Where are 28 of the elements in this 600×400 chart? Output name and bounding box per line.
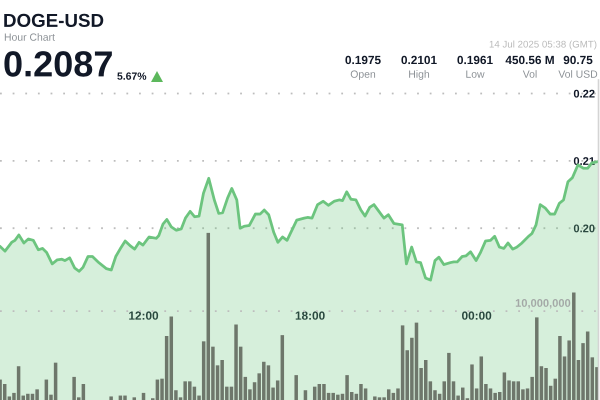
text: Open <box>350 70 376 80</box>
bar <box>304 390 308 400</box>
text: Vol USD <box>558 70 598 78</box>
y-tick-label: 0.20 <box>574 224 595 232</box>
text: 5.67% <box>117 72 146 80</box>
text: 0.1975 <box>345 56 381 64</box>
text: 14 Jul 2025 05:38 (GMT) <box>490 40 596 50</box>
text: 450.56 M <box>506 56 554 64</box>
x-tick-label: 18:00 <box>296 311 325 320</box>
chart-subtitle: Hour Chart <box>4 33 55 41</box>
bar <box>109 396 113 400</box>
text: High <box>409 70 430 80</box>
bar <box>132 397 136 400</box>
text: 0.1961 <box>457 56 493 64</box>
bar <box>44 380 48 400</box>
x-tick-label: 12:00 <box>129 311 158 320</box>
chart-title: DOGE-USD <box>4 14 104 28</box>
text: Low <box>466 70 485 78</box>
bar <box>142 392 146 400</box>
text: 0.2101 <box>401 56 437 64</box>
bar <box>373 396 377 400</box>
y-tick-label: 0.22 <box>574 90 595 98</box>
text: 90.75 <box>564 56 592 64</box>
text: 0.2087 <box>4 51 112 77</box>
y2-tick-label: 10,000,000 <box>516 299 570 309</box>
bar <box>294 375 298 400</box>
text: Vol <box>522 70 537 78</box>
x-tick-label: 00:00 <box>462 311 492 320</box>
